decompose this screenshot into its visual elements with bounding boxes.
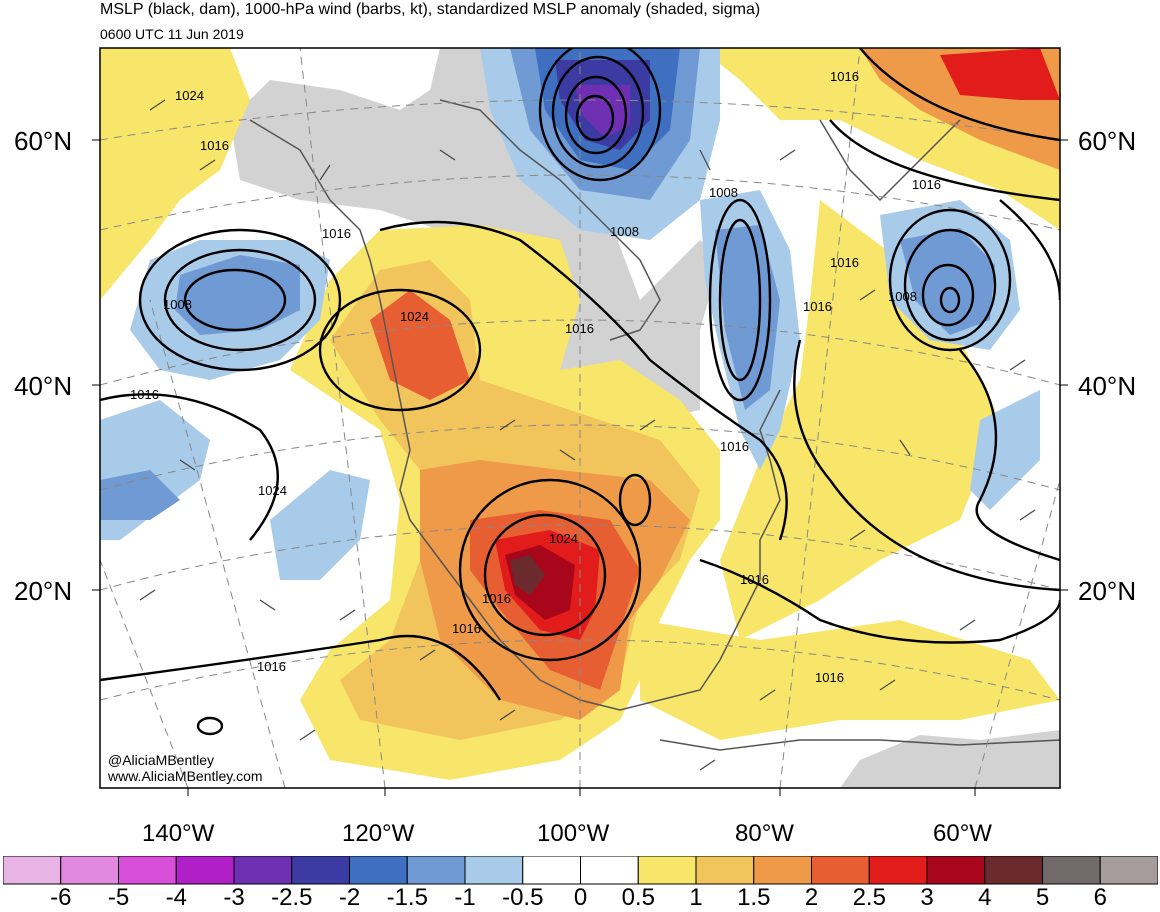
- isobar-label: 1016: [130, 387, 159, 402]
- colorbar-swatch: [1099, 856, 1158, 885]
- isobar-label: 1016: [912, 177, 941, 192]
- colorbar-label: -0.5: [502, 884, 544, 911]
- colorbar-swatch: [984, 856, 1043, 885]
- colorbar-label: 1.5: [737, 884, 771, 911]
- lon-label-120w: 120°W: [342, 820, 415, 847]
- isobar-label: 1016: [830, 69, 859, 84]
- colorbar-label: 5: [1035, 884, 1050, 911]
- isobar-label: 1016: [740, 572, 769, 587]
- lat-label-20n-right: 20°N: [1078, 576, 1137, 606]
- lat-label-60n-right: 60°N: [1078, 126, 1137, 156]
- colorbar-swatch: [406, 856, 466, 885]
- coastline-hudson-bay: [439, 99, 661, 341]
- positive-anomaly-greenland-3: [940, 48, 1060, 100]
- lat-label-40n-right: 40°N: [1078, 371, 1137, 401]
- isobar-label: 1024: [549, 531, 578, 546]
- colorbar-label: 0.5: [621, 884, 655, 911]
- isobar-label: 1024: [400, 309, 429, 324]
- map-title: MSLP (black, dam), 1000-hPa wind (barbs,…: [100, 1, 761, 18]
- map-field: 1016 1016 1008 1016 1024 1016 1024 1016 …: [100, 48, 1060, 788]
- graticule: [100, 48, 1060, 788]
- colorbar-label: -6: [50, 884, 72, 911]
- colorbar-swatch: [695, 856, 755, 885]
- colorbar-label: -5: [107, 884, 130, 911]
- negative-anomaly-east-pacific-3: [270, 470, 370, 580]
- isobar-labels: 1016 1016 1008 1016 1024 1016 1024 1016 …: [130, 69, 941, 685]
- anomaly-5-region: [510, 555, 545, 595]
- colorbar-label: -1: [454, 884, 476, 911]
- frame-ticks: [92, 139, 1068, 796]
- colorbar-swatch: [349, 856, 408, 885]
- coastline-greenland: [819, 119, 961, 202]
- isobar-label: 1024: [175, 88, 204, 103]
- positive-anomaly-caribbean: [640, 620, 1060, 740]
- colorbar-swatch: [233, 856, 293, 885]
- negative-anomaly-east-pacific-2: [100, 470, 180, 520]
- isobar-label: 1016: [482, 591, 511, 606]
- isobar-label: 1008: [709, 185, 738, 200]
- isobar-label: 1016: [452, 621, 481, 636]
- isobar-label: 1016: [720, 439, 749, 454]
- colorbar-label: -1.5: [386, 884, 428, 911]
- isobar-label: 1016: [803, 299, 832, 314]
- isobar-label: 1016: [322, 226, 351, 241]
- isobars: [100, 48, 1060, 736]
- colorbar-swatch: [118, 856, 177, 885]
- colorbar-swatch: [753, 856, 812, 885]
- colorbar-label: -2: [338, 884, 361, 911]
- colorbar-label: -2.5: [271, 884, 313, 911]
- lat-label-60n-left: 60°N: [14, 126, 73, 156]
- isobar-label: 1008: [610, 224, 639, 239]
- colorbar-swatch: [637, 856, 697, 885]
- colorbar-label: 2: [804, 884, 819, 911]
- colorbar-swatch: [926, 856, 986, 885]
- isobar-label: 1008: [163, 297, 192, 312]
- isobar-label: 1016: [830, 255, 859, 270]
- coastline-south-america: [659, 739, 1060, 751]
- lat-label-20n-left: 20°N: [14, 576, 73, 606]
- isobar-label: 1016: [257, 659, 286, 674]
- credit-block: @AliciaMBentley www.AliciaMBentley.com: [108, 752, 263, 784]
- credit-website: www.AliciaMBentley.com: [108, 768, 263, 784]
- colorbar-swatch: [60, 856, 119, 885]
- colorbar-swatch: [868, 856, 928, 885]
- credit-handle: @AliciaMBentley: [108, 752, 215, 768]
- colorbar-swatch: [3, 856, 62, 885]
- lat-label-40n-left: 40°N: [14, 371, 73, 401]
- colorbar-label: 6: [1093, 884, 1107, 911]
- lon-label-140w: 140°W: [142, 820, 215, 847]
- isobar-label: 1016: [815, 670, 844, 685]
- colorbar-swatch: [291, 856, 350, 885]
- colorbar-swatch: [580, 856, 639, 885]
- colorbar-label: 1: [689, 884, 703, 911]
- colorbar-label: -3: [223, 884, 245, 911]
- lon-label-60w: 60°W: [933, 820, 992, 847]
- positive-anomaly-pacific-nw: [100, 48, 250, 300]
- colorbar-swatch: [522, 856, 581, 885]
- gray-region-south-america: [840, 730, 1060, 788]
- colorbar-swatch: [464, 856, 524, 885]
- colorbar: [3, 856, 1158, 885]
- wind-barbs: [139, 99, 1036, 771]
- colorbar-label: 0: [573, 884, 588, 911]
- coastline-north-america: [249, 119, 781, 711]
- isobar-label: 1016: [565, 321, 594, 336]
- isobar-label: 1024: [258, 483, 287, 498]
- colorbar-label: 4: [978, 884, 992, 911]
- colorbar-swatch: [175, 856, 235, 885]
- lon-label-80w: 80°W: [735, 820, 794, 847]
- isobar-label: 1008: [888, 289, 917, 304]
- isobar-label: 1016: [200, 138, 229, 153]
- colorbar-swatch: [811, 856, 870, 885]
- colorbar-swatch: [1042, 856, 1101, 885]
- map-subtitle: 0600 UTC 11 Jun 2019: [100, 26, 244, 42]
- colorbar-label: 3: [920, 884, 934, 911]
- lon-label-100w: 100°W: [537, 820, 610, 847]
- colorbar-label: 2.5: [852, 884, 886, 911]
- colorbar-label: -4: [165, 884, 187, 911]
